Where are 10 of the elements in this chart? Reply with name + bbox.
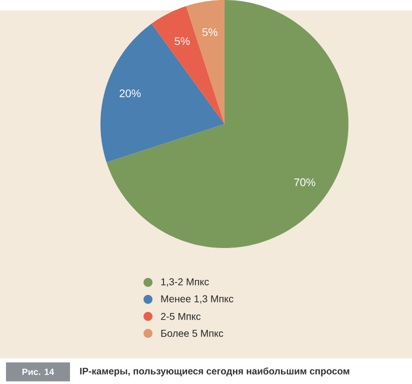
legend-label: 1,3-2 Мпкс xyxy=(161,278,209,286)
data-label: 20% xyxy=(120,89,141,98)
data-label: 70% xyxy=(294,178,316,186)
legend-label: Менее 1,3 Мпкс xyxy=(161,295,234,304)
data-label: 5% xyxy=(174,37,190,45)
data-label: 5% xyxy=(202,28,218,36)
legend-label: 2-5 Мпкс xyxy=(161,312,201,320)
legend-label: Более 5 Мпкс xyxy=(161,330,224,337)
text: Рис. 14 xyxy=(22,368,54,375)
text: IP-камеры, пользующиеся сегодня наибольшим спросом xyxy=(80,367,350,376)
